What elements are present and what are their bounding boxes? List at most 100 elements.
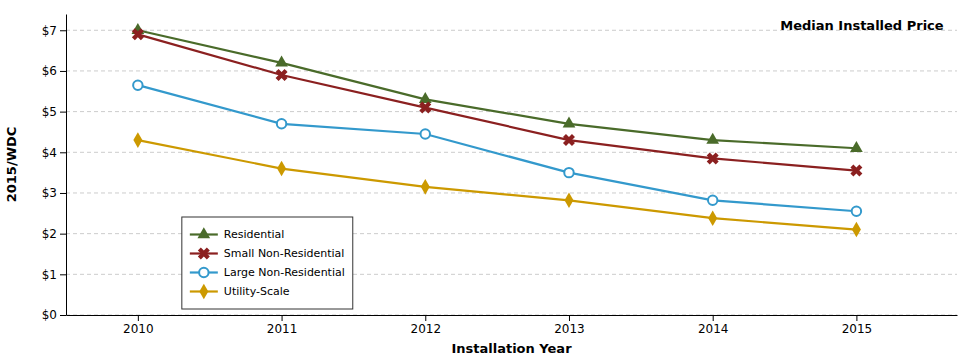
plot-area: 2010 2011 2012 2013 2014 2015 $0 $1 $2 $3 $4 $5 $6 $7… xyxy=(42,15,958,336)
y-tick: $6 xyxy=(42,64,66,78)
point xyxy=(563,116,576,127)
point xyxy=(852,207,861,216)
y-axis: $0 $1 $2 $3 $4 $5 $6 $7 xyxy=(42,15,67,323)
point xyxy=(847,162,865,180)
series-line xyxy=(138,140,857,229)
point xyxy=(416,99,434,117)
tick-mark xyxy=(60,193,66,194)
tick-mark xyxy=(713,315,714,321)
tick-label: 2010 xyxy=(123,322,154,336)
point xyxy=(129,25,147,43)
tick-mark xyxy=(138,315,139,321)
grid-line xyxy=(66,192,957,193)
x-axis-title: Installation Year xyxy=(451,341,572,356)
y-tick: $3 xyxy=(42,186,66,200)
y-tick: $4 xyxy=(42,146,66,160)
point xyxy=(564,168,573,177)
point xyxy=(277,161,286,177)
tick-mark xyxy=(60,152,66,153)
tick-label: 2015 xyxy=(842,322,873,336)
tick-label: $1 xyxy=(42,268,57,282)
tick-label: $3 xyxy=(42,186,57,200)
series-line xyxy=(138,85,857,211)
tick-label: $2 xyxy=(42,227,57,241)
point xyxy=(133,132,142,148)
tick-label: 2011 xyxy=(267,322,298,336)
tick-mark xyxy=(282,315,283,321)
tick-mark xyxy=(60,315,66,316)
series xyxy=(131,23,862,152)
tick-label: $5 xyxy=(42,105,57,119)
x-tick: 2013 xyxy=(554,315,585,336)
tick-label: $6 xyxy=(42,64,57,78)
x-tick: 2014 xyxy=(698,315,729,336)
tick-mark xyxy=(60,71,66,72)
tick-mark xyxy=(425,315,426,321)
legend-item: Utility-Scale xyxy=(190,284,290,300)
point xyxy=(133,80,142,89)
grid-line xyxy=(66,111,957,112)
y-tick: $2 xyxy=(42,227,66,241)
axis-line xyxy=(66,15,67,316)
point xyxy=(708,196,717,205)
point xyxy=(708,210,717,226)
x-tick: 2011 xyxy=(267,315,298,336)
series-line xyxy=(138,34,857,170)
y-tick: $0 xyxy=(42,308,66,322)
point xyxy=(564,193,573,209)
tick-label: 2012 xyxy=(411,322,442,336)
tick-mark xyxy=(60,274,66,275)
legend-item: Small Non-Residential xyxy=(190,244,345,262)
point xyxy=(419,92,432,103)
tick-mark xyxy=(60,234,66,235)
point xyxy=(275,55,288,66)
tick-label: $4 xyxy=(42,146,57,160)
legend: Residential Small Non-Residential Large No… xyxy=(182,217,353,309)
tick-mark xyxy=(569,315,570,321)
tick-label: 2014 xyxy=(698,322,729,336)
legend-marker xyxy=(195,244,213,262)
x-tick: 2010 xyxy=(123,315,154,336)
point xyxy=(852,222,861,238)
point xyxy=(850,141,863,152)
point xyxy=(706,133,719,144)
chart: 2010 2011 2012 2013 2014 2015 $0 $1 $2 $3 $4 $5 $6 $7… xyxy=(0,0,975,361)
tick-label: 2013 xyxy=(554,322,585,336)
annotation: Median Installed Price xyxy=(780,18,944,33)
point xyxy=(277,119,286,128)
axis-line xyxy=(67,315,958,316)
marks xyxy=(129,23,866,237)
y-tick: $1 xyxy=(42,268,66,282)
grid xyxy=(66,30,957,315)
legend-label: Large Non-Residential xyxy=(224,266,345,279)
x-axis: 2010 2011 2012 2013 2014 2015 xyxy=(67,315,958,336)
x-tick: 2012 xyxy=(411,315,442,336)
point xyxy=(421,129,430,138)
point xyxy=(421,179,430,195)
legend-marker xyxy=(199,284,208,300)
y-tick: $5 xyxy=(42,105,66,119)
tick-label: $7 xyxy=(42,24,57,38)
grid-line xyxy=(66,70,957,71)
legend-item: Large Non-Residential xyxy=(190,266,345,279)
legend-label: Utility-Scale xyxy=(224,285,290,298)
series xyxy=(129,25,866,179)
legend-label: Small Non-Residential xyxy=(224,247,345,260)
legend-marker xyxy=(199,268,208,277)
legend-marker xyxy=(197,227,210,238)
x-tick: 2015 xyxy=(842,315,873,336)
y-axis-title: 2015/WDC xyxy=(4,127,19,203)
legend-item: Residential xyxy=(190,227,285,241)
series-line xyxy=(138,30,857,148)
series xyxy=(133,80,861,216)
point xyxy=(273,66,291,84)
tick-label: $0 xyxy=(42,308,57,322)
legend-label: Residential xyxy=(224,228,285,241)
tick-mark xyxy=(856,315,857,321)
point xyxy=(704,149,722,167)
y-tick: $7 xyxy=(42,24,66,38)
tick-mark xyxy=(60,30,66,31)
tick-mark xyxy=(60,112,66,113)
point xyxy=(560,131,578,149)
grid-line xyxy=(66,315,957,316)
